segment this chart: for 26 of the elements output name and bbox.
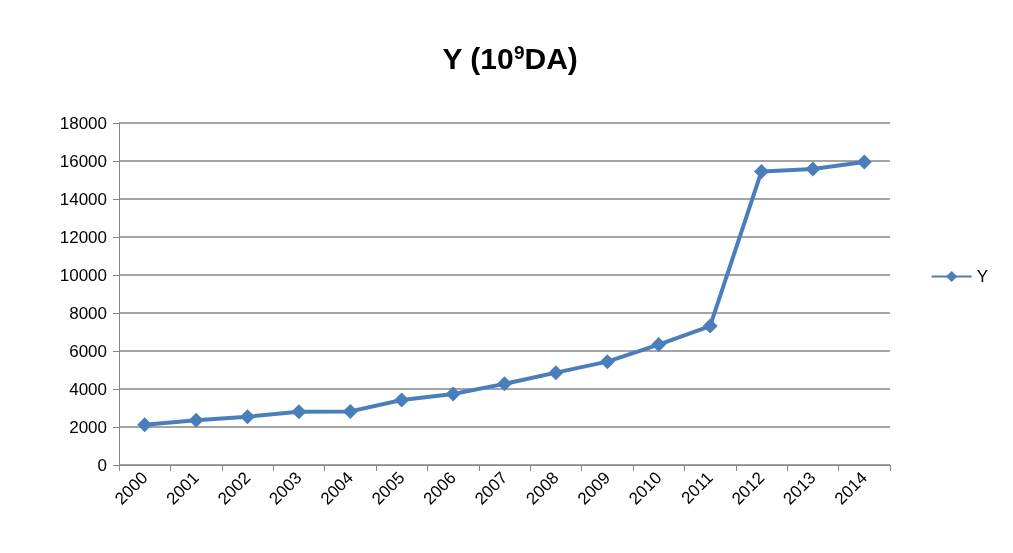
y-tick-label: 18000 <box>59 113 107 133</box>
point <box>651 337 667 353</box>
y-tick-label: 16000 <box>59 151 107 171</box>
y-tick-label: 12000 <box>59 227 107 247</box>
point <box>856 154 872 170</box>
y-tick-label: 10000 <box>59 265 107 285</box>
point <box>291 404 307 420</box>
y-tick-label: 2000 <box>69 417 107 437</box>
y-tick-label: 14000 <box>59 189 107 209</box>
point <box>445 386 461 402</box>
y-tick-label: 4000 <box>69 379 107 399</box>
point <box>342 403 358 419</box>
point <box>599 354 615 370</box>
point <box>754 163 769 179</box>
y-tick-label: 0 <box>97 455 107 475</box>
point <box>188 412 204 428</box>
y-tick-label: 8000 <box>69 303 107 323</box>
point <box>548 365 564 381</box>
legend-label: Y <box>976 267 988 286</box>
point <box>394 392 410 408</box>
point <box>805 161 821 177</box>
point <box>240 409 255 425</box>
point <box>497 376 512 392</box>
point <box>702 318 718 334</box>
y-tick-label: 6000 <box>69 341 107 361</box>
point <box>137 417 153 433</box>
